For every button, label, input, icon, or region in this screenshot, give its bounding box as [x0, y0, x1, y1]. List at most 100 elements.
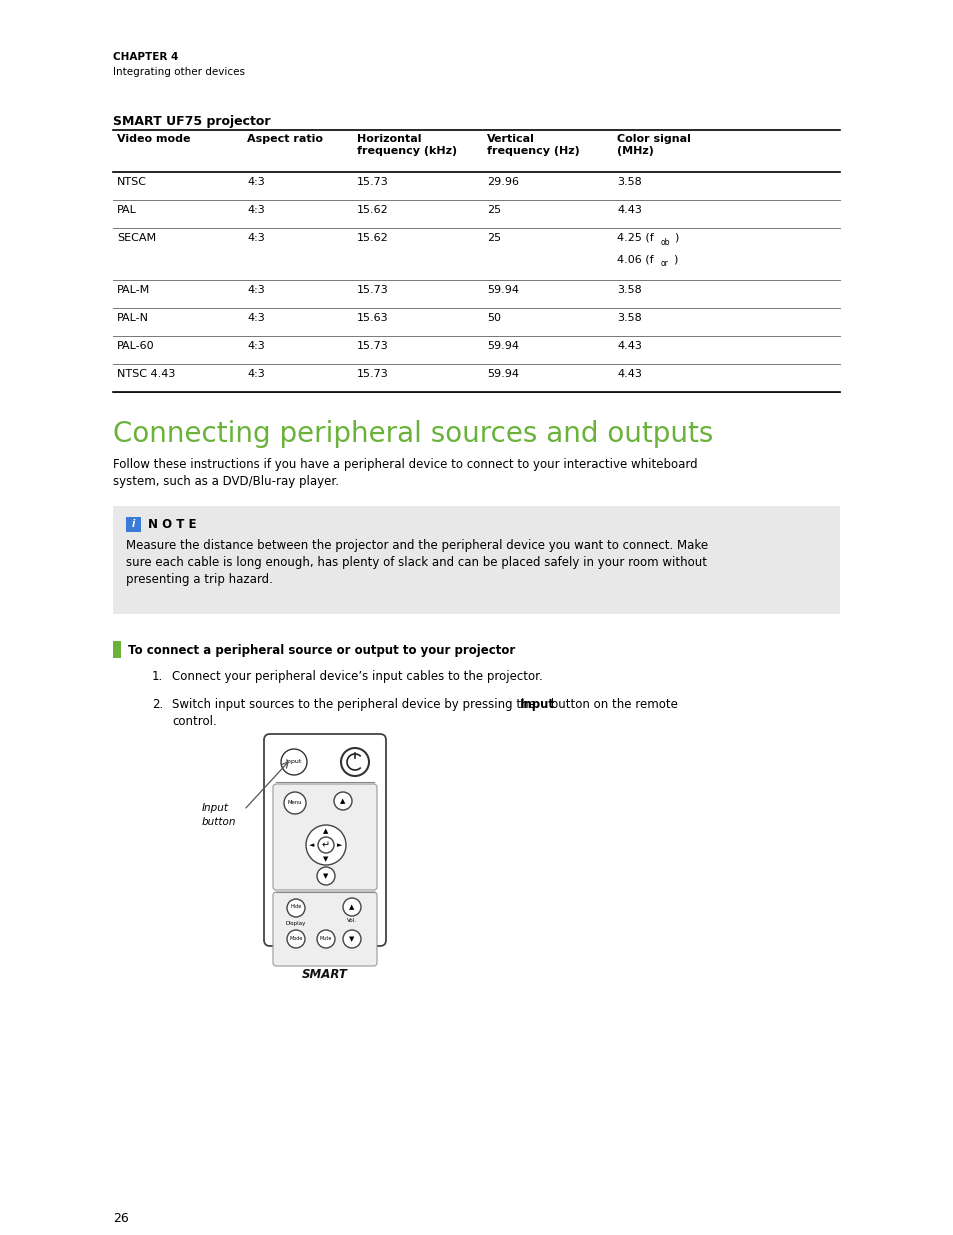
Text: sure each cable is long enough, has plenty of slack and can be placed safely in : sure each cable is long enough, has plen…: [126, 556, 706, 569]
Text: 26: 26: [112, 1212, 129, 1225]
Text: 4.06 (f: 4.06 (f: [617, 254, 653, 264]
Text: 15.73: 15.73: [356, 341, 388, 351]
Text: 15.62: 15.62: [356, 233, 388, 243]
Text: 4:3: 4:3: [247, 341, 265, 351]
Text: Switch input sources to the peripheral device by pressing the: Switch input sources to the peripheral d…: [172, 698, 539, 711]
Circle shape: [317, 837, 334, 853]
Text: Connecting peripheral sources and outputs: Connecting peripheral sources and output…: [112, 420, 713, 448]
Text: 4:3: 4:3: [247, 233, 265, 243]
Text: PAL-M: PAL-M: [117, 285, 150, 295]
Text: 15.73: 15.73: [356, 369, 388, 379]
Text: SMART: SMART: [302, 968, 348, 982]
Text: Color signal
(MHz): Color signal (MHz): [617, 135, 690, 156]
Text: Horizontal
frequency (kHz): Horizontal frequency (kHz): [356, 135, 456, 156]
Text: ▲: ▲: [349, 904, 355, 910]
Circle shape: [334, 792, 352, 810]
Bar: [112, 506, 840, 614]
Circle shape: [340, 748, 369, 776]
Text: SMART UF75 projector: SMART UF75 projector: [112, 115, 271, 128]
Text: ▼: ▼: [323, 873, 329, 879]
Text: 2.: 2.: [152, 698, 163, 711]
Circle shape: [287, 930, 305, 948]
Text: ▲: ▲: [340, 798, 345, 804]
Text: Measure the distance between the projector and the peripheral device you want to: Measure the distance between the project…: [126, 538, 707, 552]
Text: Follow these instructions if you have a peripheral device to connect to your int: Follow these instructions if you have a …: [112, 458, 697, 471]
Text: 15.63: 15.63: [356, 312, 388, 324]
Text: or: or: [660, 259, 668, 268]
Text: 4:3: 4:3: [247, 285, 265, 295]
Text: 4.43: 4.43: [617, 341, 641, 351]
Circle shape: [284, 792, 306, 814]
Text: 59.94: 59.94: [486, 369, 518, 379]
Text: 4.43: 4.43: [617, 369, 641, 379]
Text: Hide: Hide: [290, 904, 301, 909]
Text: Aspect ratio: Aspect ratio: [247, 135, 323, 144]
Circle shape: [316, 867, 335, 885]
Text: Menu: Menu: [288, 800, 302, 805]
Text: N O T E: N O T E: [148, 517, 196, 531]
FancyBboxPatch shape: [273, 892, 376, 966]
Text: 15.62: 15.62: [356, 205, 388, 215]
FancyBboxPatch shape: [273, 784, 376, 890]
Text: control.: control.: [172, 715, 216, 727]
Text: PAL: PAL: [117, 205, 136, 215]
Text: 1.: 1.: [152, 671, 163, 683]
Text: ▼: ▼: [323, 856, 329, 862]
Text: 4.43: 4.43: [617, 205, 641, 215]
Text: 3.58: 3.58: [617, 312, 641, 324]
Text: ): ): [672, 254, 677, 264]
Text: button on the remote: button on the remote: [546, 698, 678, 711]
Text: SECAM: SECAM: [117, 233, 156, 243]
Text: ◄: ◄: [309, 842, 314, 848]
Circle shape: [343, 930, 360, 948]
Text: ): ): [673, 233, 678, 243]
Text: 4:3: 4:3: [247, 312, 265, 324]
Text: Mute: Mute: [319, 935, 332, 941]
Text: 4.25 (f: 4.25 (f: [617, 233, 653, 243]
Text: NTSC: NTSC: [117, 177, 147, 186]
Text: 15.73: 15.73: [356, 285, 388, 295]
Text: ob: ob: [660, 238, 670, 247]
Text: Integrating other devices: Integrating other devices: [112, 67, 245, 77]
Bar: [112, 641, 121, 658]
Text: PAL-N: PAL-N: [117, 312, 149, 324]
Text: 25: 25: [486, 233, 500, 243]
Text: system, such as a DVD/Blu-ray player.: system, such as a DVD/Blu-ray player.: [112, 475, 338, 488]
Text: Input: Input: [519, 698, 555, 711]
Text: Connect your peripheral device’s input cables to the projector.: Connect your peripheral device’s input c…: [172, 671, 542, 683]
Text: CHAPTER 4: CHAPTER 4: [112, 52, 178, 62]
Text: 59.94: 59.94: [486, 341, 518, 351]
Text: ↵: ↵: [321, 840, 330, 850]
Text: 29.96: 29.96: [486, 177, 518, 186]
Text: i: i: [132, 519, 135, 529]
Text: 4:3: 4:3: [247, 177, 265, 186]
Text: 59.94: 59.94: [486, 285, 518, 295]
Text: Input
button: Input button: [202, 804, 236, 826]
Text: 50: 50: [486, 312, 500, 324]
Text: Display: Display: [286, 920, 306, 925]
Circle shape: [306, 825, 346, 864]
Text: PAL-60: PAL-60: [117, 341, 154, 351]
Text: Mode: Mode: [289, 935, 302, 941]
Text: presenting a trip hazard.: presenting a trip hazard.: [126, 573, 273, 585]
Text: Input: Input: [286, 758, 302, 763]
Text: Vertical
frequency (Hz): Vertical frequency (Hz): [486, 135, 579, 156]
Text: NTSC 4.43: NTSC 4.43: [117, 369, 175, 379]
Text: Vol.: Vol.: [347, 919, 356, 924]
Text: 4:3: 4:3: [247, 205, 265, 215]
Text: ▲: ▲: [323, 827, 329, 834]
Circle shape: [343, 898, 360, 916]
Text: 3.58: 3.58: [617, 285, 641, 295]
Text: 3.58: 3.58: [617, 177, 641, 186]
Circle shape: [316, 930, 335, 948]
Text: Video mode: Video mode: [117, 135, 191, 144]
Circle shape: [287, 899, 305, 918]
Text: 15.73: 15.73: [356, 177, 388, 186]
Text: To connect a peripheral source or output to your projector: To connect a peripheral source or output…: [128, 643, 515, 657]
Bar: [126, 517, 141, 532]
FancyBboxPatch shape: [264, 734, 386, 946]
Text: ►: ►: [337, 842, 342, 848]
Circle shape: [281, 748, 307, 776]
Text: 4:3: 4:3: [247, 369, 265, 379]
Text: ▼: ▼: [349, 936, 355, 942]
